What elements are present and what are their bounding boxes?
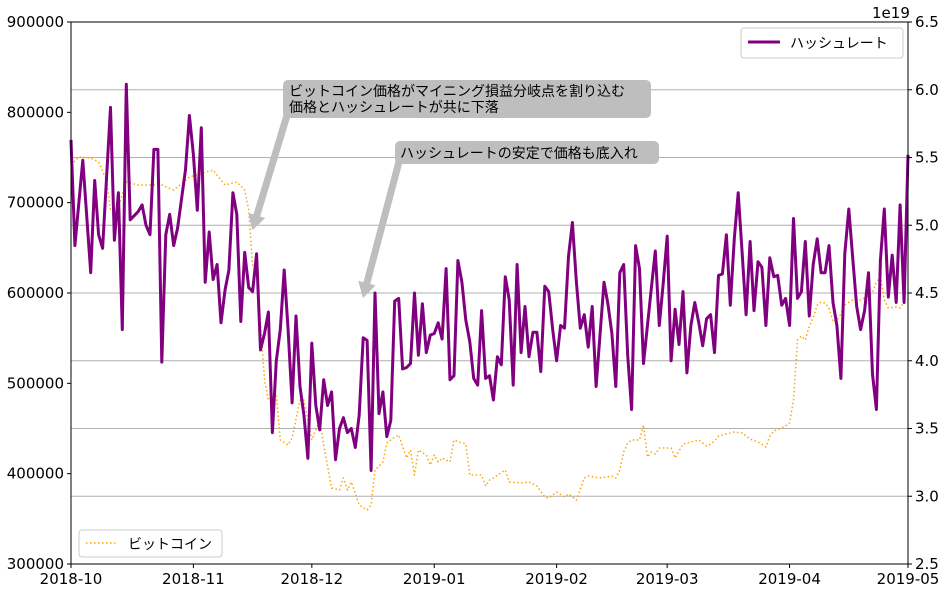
annotation-1-line1: ビットコイン価格がマイニング損益分岐点を割り込む [289, 83, 625, 100]
annotation-1: ビットコイン価格がマイニング損益分岐点を割り込む 価格とハッシュレートが共に下落 [248, 80, 651, 231]
left-tick-label: 600000 [7, 284, 64, 302]
annotation-1-box [283, 80, 651, 118]
left-tick-label: 300000 [7, 555, 64, 573]
right-y-axis: 2.5 3.0 3.5 4.0 4.5 5.0 5.5 6.0 6.5 [908, 13, 939, 573]
x-tick-label: 2019-01 [403, 570, 466, 588]
annotation-1-arrow [248, 110, 292, 231]
right-tick-label: 6.5 [915, 13, 939, 31]
right-tick-label: 4.0 [915, 352, 939, 370]
legend-bitcoin-box [78, 529, 223, 558]
annotation-2: ハッシュレートの安定で価格も底入れ [358, 141, 659, 299]
series-lines [69, 82, 910, 511]
left-tick-label: 700000 [7, 194, 64, 212]
left-tick-label: 800000 [7, 103, 64, 121]
annotation-1-line2: 価格とハッシュレートが共に下落 [289, 100, 499, 116]
left-tick-label: 400000 [7, 465, 64, 483]
hashrate-line [69, 82, 910, 472]
x-tick-label: 2018-11 [162, 570, 225, 588]
x-axis: 2018-10 2018-11 2018-12 2019-01 2019-02 2019-… [40, 564, 940, 588]
right-tick-label: 3.5 [915, 420, 939, 438]
right-axis-offset-label: 1e19 [872, 4, 910, 22]
legend-hashrate-box [740, 27, 904, 59]
annotation-2-box [395, 141, 659, 164]
legend-bitcoin: ビットコイン [78, 529, 223, 558]
right-tick-label: 5.5 [915, 149, 939, 167]
annotation-2-arrow [358, 156, 404, 299]
x-tick-label: 2019-04 [758, 570, 821, 588]
bitcoin-price-line [70, 156, 909, 511]
right-tick-label: 6.0 [915, 81, 939, 99]
x-tick-label: 2019-02 [525, 570, 588, 588]
legend-hashrate-label: ハッシュレート [790, 36, 888, 52]
x-tick-label: 2019-05 [877, 570, 940, 588]
left-tick-label: 900000 [7, 13, 64, 31]
legend-bitcoin-label: ビットコイン [128, 537, 212, 553]
left-tick-label: 500000 [7, 374, 64, 392]
right-tick-label: 4.5 [915, 284, 939, 302]
right-tick-label: 5.0 [915, 216, 939, 234]
right-tick-label: 3.0 [915, 487, 939, 505]
x-tick-label: 2018-10 [40, 570, 103, 588]
x-tick-label: 2019-03 [636, 570, 699, 588]
legend-hashrate: ハッシュレート [740, 27, 904, 59]
left-y-axis: 300000 400000 500000 600000 700000 800000 9000… [7, 13, 71, 573]
right-tick-label: 2.5 [915, 555, 939, 573]
x-tick-label: 2018-12 [280, 570, 343, 588]
annotation-2-text: ハッシュレートの安定で価格も底入れ [400, 146, 638, 162]
